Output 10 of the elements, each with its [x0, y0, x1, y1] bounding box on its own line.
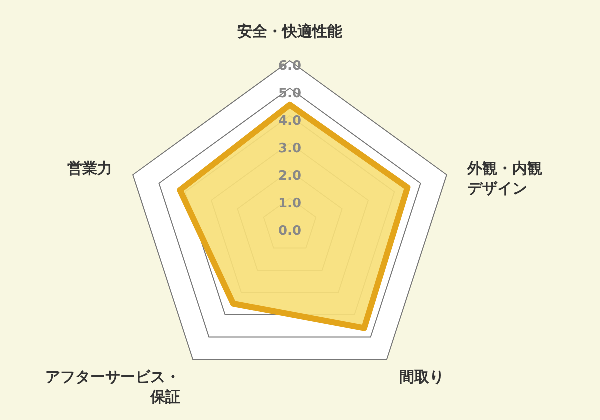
- y-tick-label: 1.0: [278, 196, 302, 212]
- spoke-label: 外観・内観デザイン: [466, 159, 542, 198]
- spoke-label: アフターサービス・保証: [45, 368, 180, 406]
- spoke-label: 営業力: [68, 159, 113, 178]
- y-tick-label: 3.0: [278, 142, 302, 156]
- y-tick-label: 2.0: [278, 169, 302, 184]
- y-tick-label: 4.0: [278, 114, 302, 129]
- y-tick-label: 0.0: [278, 224, 302, 239]
- spoke-label: 間取り: [400, 368, 445, 386]
- spoke-label: 安全・快適性能: [238, 22, 344, 41]
